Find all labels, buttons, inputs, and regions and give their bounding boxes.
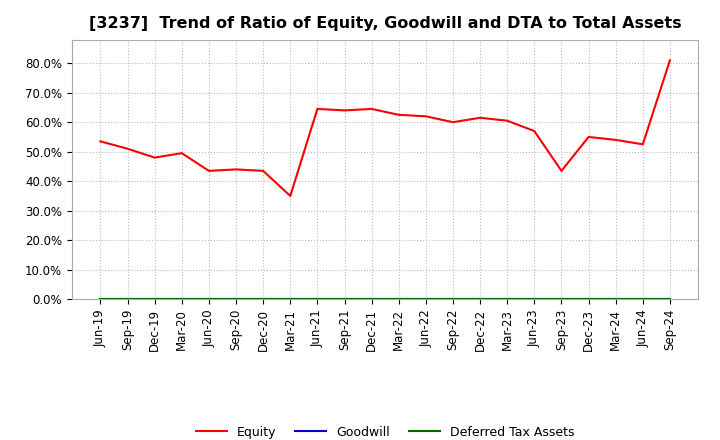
Line: Equity: Equity <box>101 60 670 196</box>
Deferred Tax Assets <box>313 297 322 302</box>
Goodwill <box>204 297 213 302</box>
Equity <box>557 168 566 173</box>
Equity <box>639 142 647 147</box>
Equity <box>367 106 376 112</box>
Goodwill <box>178 297 186 302</box>
Goodwill <box>232 297 240 302</box>
Deferred Tax Assets <box>286 297 294 302</box>
Deferred Tax Assets <box>259 297 268 302</box>
Goodwill <box>665 297 674 302</box>
Goodwill <box>611 297 620 302</box>
Goodwill <box>96 297 105 302</box>
Goodwill <box>313 297 322 302</box>
Goodwill <box>557 297 566 302</box>
Deferred Tax Assets <box>96 297 105 302</box>
Goodwill <box>341 297 349 302</box>
Deferred Tax Assets <box>639 297 647 302</box>
Deferred Tax Assets <box>367 297 376 302</box>
Title: [3237]  Trend of Ratio of Equity, Goodwill and DTA to Total Assets: [3237] Trend of Ratio of Equity, Goodwil… <box>89 16 682 32</box>
Equity <box>665 58 674 63</box>
Goodwill <box>395 297 403 302</box>
Goodwill <box>150 297 159 302</box>
Deferred Tax Assets <box>584 297 593 302</box>
Equity <box>476 115 485 121</box>
Equity <box>341 108 349 113</box>
Legend: Equity, Goodwill, Deferred Tax Assets: Equity, Goodwill, Deferred Tax Assets <box>191 421 580 440</box>
Goodwill <box>584 297 593 302</box>
Equity <box>421 114 430 119</box>
Equity <box>395 112 403 117</box>
Goodwill <box>286 297 294 302</box>
Deferred Tax Assets <box>123 297 132 302</box>
Equity <box>204 168 213 173</box>
Goodwill <box>367 297 376 302</box>
Deferred Tax Assets <box>503 297 511 302</box>
Equity <box>232 167 240 172</box>
Deferred Tax Assets <box>611 297 620 302</box>
Equity <box>313 106 322 112</box>
Goodwill <box>639 297 647 302</box>
Equity <box>178 150 186 156</box>
Equity <box>503 118 511 123</box>
Equity <box>259 168 268 173</box>
Goodwill <box>123 297 132 302</box>
Deferred Tax Assets <box>449 297 457 302</box>
Deferred Tax Assets <box>204 297 213 302</box>
Equity <box>584 134 593 139</box>
Equity <box>611 137 620 143</box>
Goodwill <box>421 297 430 302</box>
Deferred Tax Assets <box>395 297 403 302</box>
Deferred Tax Assets <box>665 297 674 302</box>
Goodwill <box>503 297 511 302</box>
Equity <box>286 193 294 198</box>
Equity <box>449 120 457 125</box>
Goodwill <box>476 297 485 302</box>
Goodwill <box>449 297 457 302</box>
Deferred Tax Assets <box>232 297 240 302</box>
Equity <box>96 139 105 144</box>
Equity <box>530 128 539 134</box>
Deferred Tax Assets <box>530 297 539 302</box>
Deferred Tax Assets <box>476 297 485 302</box>
Equity <box>150 155 159 160</box>
Goodwill <box>259 297 268 302</box>
Equity <box>123 146 132 151</box>
Deferred Tax Assets <box>178 297 186 302</box>
Deferred Tax Assets <box>150 297 159 302</box>
Deferred Tax Assets <box>421 297 430 302</box>
Deferred Tax Assets <box>341 297 349 302</box>
Deferred Tax Assets <box>557 297 566 302</box>
Goodwill <box>530 297 539 302</box>
